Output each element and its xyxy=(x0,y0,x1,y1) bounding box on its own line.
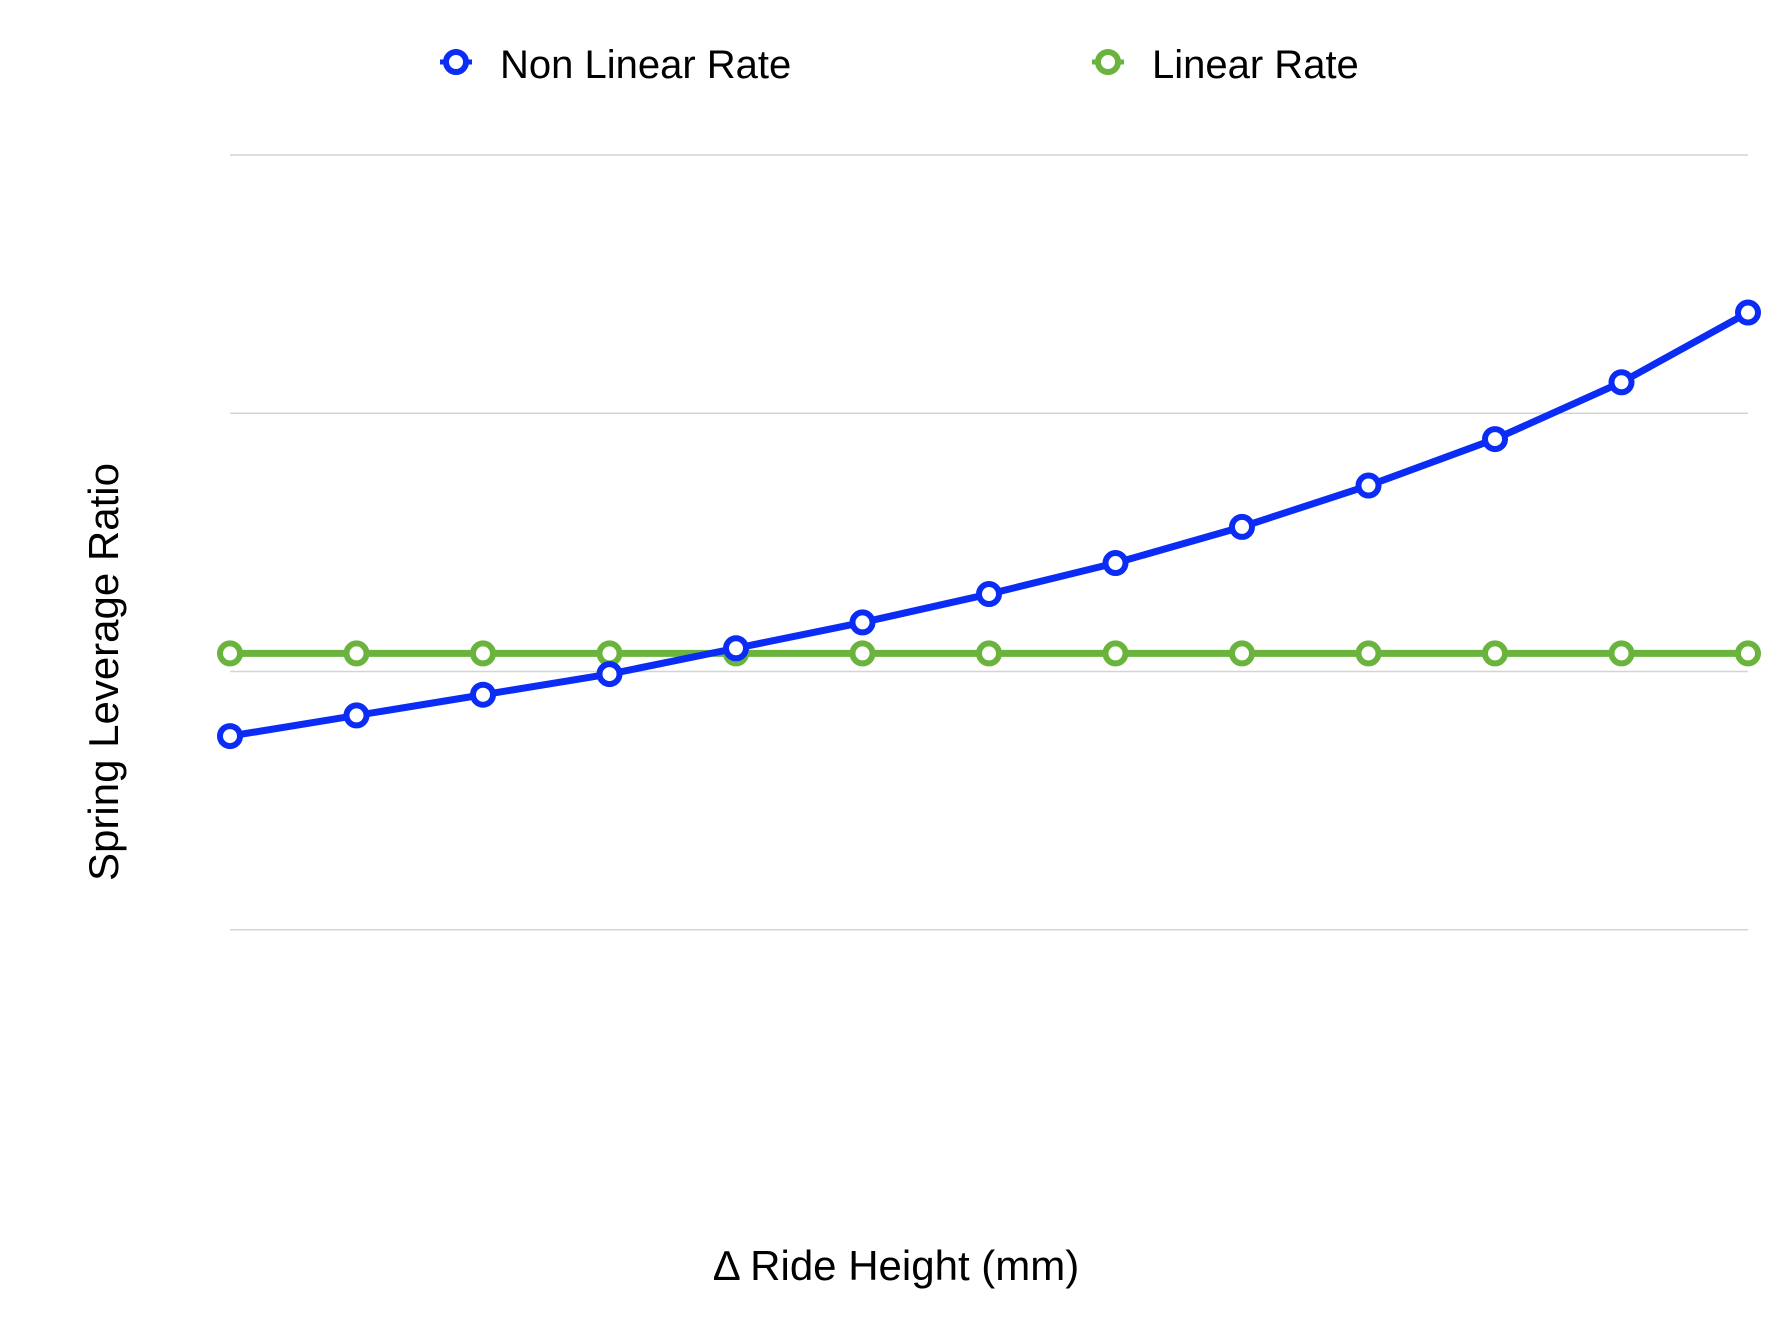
y-axis-title: Spring Leverage Ratio xyxy=(80,463,127,881)
data-point-linear-rate xyxy=(849,640,876,667)
data-point-linear-rate xyxy=(1735,640,1761,667)
data-point-linear-rate xyxy=(1608,640,1635,667)
series-line-non-linear-rate xyxy=(229,309,1750,740)
series-layer xyxy=(217,299,1761,750)
data-point-non-linear-rate xyxy=(723,635,749,662)
legend-swatch-marker xyxy=(1095,49,1121,75)
series-non-linear-rate xyxy=(217,299,1761,750)
data-point-non-linear-rate xyxy=(343,702,370,729)
legend-label: Non Linear Rate xyxy=(500,43,791,87)
data-point-non-linear-rate xyxy=(1608,369,1635,396)
series-linear-rate xyxy=(217,640,1761,667)
legend-item-non-linear-rate: Non Linear Rate xyxy=(440,43,791,87)
data-point-non-linear-rate xyxy=(470,681,496,708)
data-point-non-linear-rate xyxy=(1355,472,1382,499)
data-point-non-linear-rate xyxy=(596,661,623,688)
legend-label: Linear Rate xyxy=(1152,43,1359,87)
legend-swatch-marker xyxy=(443,49,469,75)
data-point-linear-rate xyxy=(1482,640,1508,667)
data-point-non-linear-rate xyxy=(217,723,243,750)
x-axis-title: Δ Ride Height (mm) xyxy=(713,1242,1079,1289)
data-point-linear-rate xyxy=(343,640,370,667)
data-point-linear-rate xyxy=(976,640,1002,667)
data-point-non-linear-rate xyxy=(1735,299,1761,326)
data-point-linear-rate xyxy=(1229,640,1255,667)
data-point-non-linear-rate xyxy=(976,581,1002,608)
legend-item-linear-rate: Linear Rate xyxy=(1092,43,1359,87)
data-point-linear-rate xyxy=(470,640,496,667)
data-point-non-linear-rate xyxy=(1102,550,1129,577)
data-point-linear-rate xyxy=(217,640,243,667)
legend: Non Linear Rate Linear Rate xyxy=(440,43,1359,87)
data-point-linear-rate xyxy=(596,640,623,667)
data-point-non-linear-rate xyxy=(1229,513,1255,540)
data-point-non-linear-rate xyxy=(1482,426,1508,453)
data-point-linear-rate xyxy=(1355,640,1382,667)
data-point-non-linear-rate xyxy=(849,609,876,636)
data-point-linear-rate xyxy=(1102,640,1129,667)
gridlines xyxy=(230,154,1748,931)
